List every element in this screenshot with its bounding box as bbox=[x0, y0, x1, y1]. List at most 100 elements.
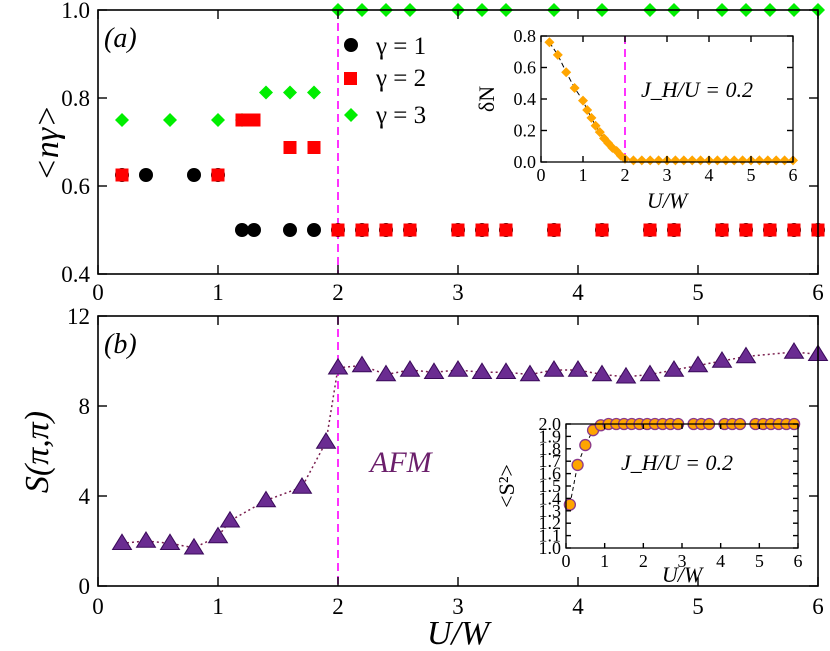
x-tick-label: 3 bbox=[663, 165, 672, 185]
legend-marker-gamma2 bbox=[344, 72, 357, 85]
inset-b-ticks: 0 1 2 3 4 5 6 1.01.11.21.31.41.51.61.71.81.92.0 bbox=[539, 414, 803, 571]
y-tick-label: 1.0 bbox=[539, 538, 562, 558]
spi-point bbox=[615, 366, 637, 384]
panel-a-ticks: 0 1 2 3 4 5 6 0.4 0.6 0.8 1.0 bbox=[61, 0, 824, 305]
x-tick-label: 4 bbox=[572, 280, 584, 305]
gamma2-point bbox=[403, 223, 417, 237]
x-tick-label: 4 bbox=[716, 551, 725, 571]
spi-point bbox=[591, 364, 613, 382]
dN-point bbox=[670, 155, 681, 166]
y-tick-label: 0.6 bbox=[514, 58, 537, 78]
gamma2-point bbox=[115, 168, 129, 182]
y-tick-label: 2.0 bbox=[539, 414, 562, 434]
x-tick-label: 5 bbox=[692, 594, 704, 619]
panel-a: 0 1 2 3 4 5 6 0.4 0.6 0.8 1.0 (a) <nγ> γ = 1 γ = 2… bbox=[29, 0, 825, 305]
spi-point bbox=[471, 362, 493, 380]
dN-point bbox=[729, 155, 740, 166]
x-tick-label: 6 bbox=[789, 165, 798, 185]
y-tick-label: 1.4 bbox=[539, 488, 562, 508]
x-tick-label: 1 bbox=[579, 165, 588, 185]
x-tick-label: 5 bbox=[692, 280, 704, 305]
dN-point bbox=[569, 82, 580, 93]
gamma2-point bbox=[763, 223, 777, 237]
x-tick-label: 6 bbox=[794, 551, 803, 571]
legend-label-gamma3: γ = 3 bbox=[375, 102, 426, 129]
y-tick-label: 0.4 bbox=[61, 262, 90, 287]
panel-b-ylabel: S(π,π) bbox=[19, 411, 56, 493]
spi-point bbox=[159, 533, 181, 551]
x-tick-label: 6 bbox=[812, 280, 824, 305]
y-tick-label: 1.1 bbox=[539, 526, 562, 546]
spi-point bbox=[399, 360, 421, 377]
dN-point bbox=[695, 155, 706, 166]
panel-b-xlabel: U/W bbox=[427, 615, 492, 651]
spi-point bbox=[447, 360, 469, 377]
dN-point bbox=[544, 37, 555, 48]
y-tick-label: 0.6 bbox=[61, 174, 90, 199]
inset-b-background bbox=[566, 424, 798, 548]
gamma3-point bbox=[259, 85, 273, 100]
legend-marker-gamma1 bbox=[344, 38, 358, 52]
inset-a-xlabel: U/W bbox=[647, 188, 689, 213]
x-tick-label: 0 bbox=[537, 165, 546, 185]
spi-point bbox=[219, 510, 241, 528]
dN-point bbox=[586, 112, 597, 123]
gamma3-point bbox=[211, 113, 225, 127]
inset-b-annotation: J_H/U = 0.2 bbox=[621, 450, 733, 475]
s2-point bbox=[571, 458, 584, 472]
spi-point bbox=[255, 490, 277, 508]
gamma2-point bbox=[307, 141, 321, 154]
x-tick-label: 5 bbox=[755, 551, 764, 571]
gamma2-point bbox=[667, 223, 681, 237]
x-tick-label: 0 bbox=[92, 280, 104, 305]
spi-point bbox=[327, 357, 349, 375]
gamma2-point bbox=[787, 223, 801, 237]
y-tick-label: 1.5 bbox=[539, 476, 562, 496]
inset-a-ylabel: δN bbox=[474, 86, 499, 112]
panel-a-legend: γ = 1 γ = 2 γ = 3 bbox=[344, 33, 426, 129]
gamma2-point bbox=[715, 223, 729, 237]
spi-point bbox=[735, 346, 757, 364]
dN-point bbox=[561, 67, 572, 78]
spi-point bbox=[663, 360, 685, 377]
gamma2-point bbox=[379, 223, 393, 237]
x-tick-label: 4 bbox=[705, 165, 714, 185]
spi-point bbox=[639, 364, 661, 382]
x-tick-label: 0 bbox=[92, 594, 104, 619]
spi-point bbox=[519, 364, 541, 382]
spi-point bbox=[567, 360, 589, 377]
gamma2-point bbox=[547, 223, 561, 237]
gamma2-point bbox=[211, 168, 225, 182]
gamma2-point bbox=[355, 223, 369, 237]
x-tick-label: 2 bbox=[332, 594, 344, 619]
x-tick-label: 1 bbox=[212, 594, 224, 619]
spi-point bbox=[783, 342, 805, 359]
x-tick-label: 5 bbox=[747, 165, 756, 185]
gamma3-point bbox=[283, 85, 297, 100]
y-tick-label: 0.8 bbox=[61, 86, 90, 111]
dN-point bbox=[779, 155, 790, 166]
gamma2-point bbox=[475, 223, 489, 237]
gamma3-point bbox=[307, 85, 321, 100]
s2-point bbox=[579, 438, 592, 452]
dN-point bbox=[645, 155, 656, 166]
inset-a-ticks: 0 1 2 3 4 5 6 0.0 0.2 0.4 0.6 0.8 bbox=[514, 26, 798, 185]
y-tick-label: 4 bbox=[79, 484, 91, 509]
panel-a-ylabel: <nγ> bbox=[29, 105, 66, 181]
gamma1-point bbox=[307, 223, 321, 237]
dN-point bbox=[762, 155, 773, 166]
inset-b-xlabel: U/W bbox=[662, 562, 704, 587]
gamma2-point bbox=[283, 141, 297, 154]
y-tick-label: 0 bbox=[79, 574, 91, 599]
panel-a-label: (a) bbox=[104, 23, 137, 54]
gamma2-point bbox=[595, 223, 609, 237]
y-tick-label: 0.0 bbox=[514, 152, 537, 172]
inset-a-annotation: J_H/U = 0.2 bbox=[641, 77, 753, 102]
y-tick-label: 12 bbox=[67, 304, 90, 329]
x-tick-label: 1 bbox=[600, 551, 609, 571]
dN-point bbox=[628, 155, 639, 166]
gamma3-point bbox=[163, 113, 177, 127]
panel-b-label: (b) bbox=[104, 329, 137, 360]
gamma2-point bbox=[331, 223, 345, 237]
gamma3-point bbox=[115, 113, 129, 127]
